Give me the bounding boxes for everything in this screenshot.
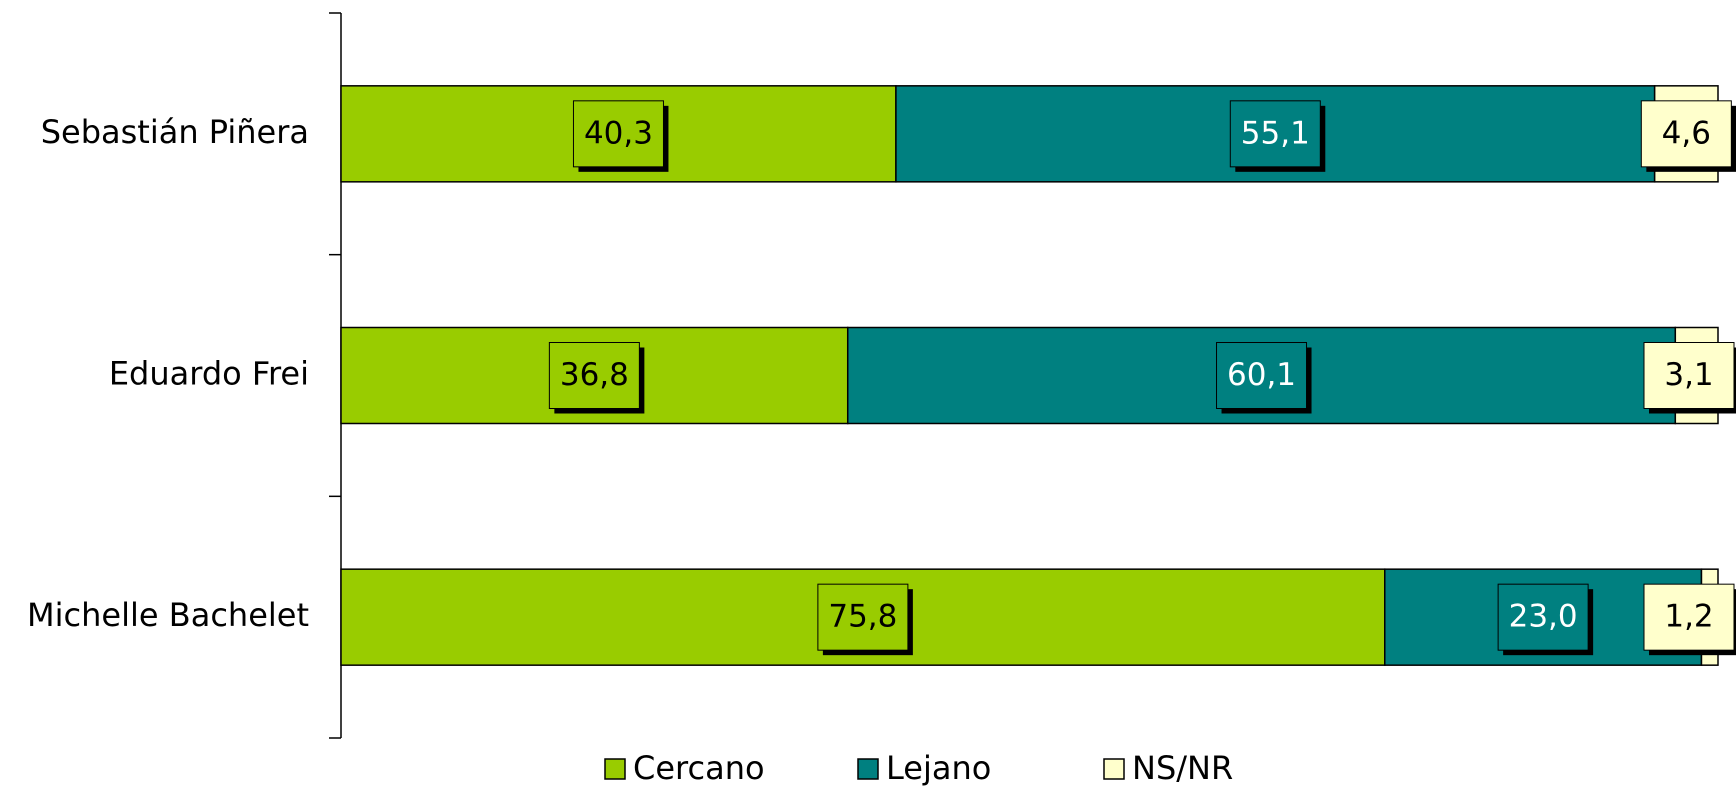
category-label: Sebastián Piñera: [41, 113, 309, 151]
label-box: [1229, 100, 1321, 168]
category-label: Michelle Bachelet: [27, 596, 309, 634]
label-box: [1497, 583, 1589, 651]
value-label: 23,0: [1509, 599, 1578, 635]
label-box: [1643, 342, 1735, 409]
value-label: 40,3: [584, 115, 653, 151]
value-label: 75,8: [828, 599, 897, 635]
category-label: Eduardo Frei: [109, 355, 309, 393]
value-label: 55,1: [1241, 115, 1310, 151]
legend-swatch: [1103, 758, 1125, 780]
legend-label: NS/NR: [1132, 749, 1233, 787]
legend-label: Lejano: [886, 749, 991, 787]
legend-swatch: [857, 758, 879, 780]
label-box: [1643, 583, 1735, 651]
value-label: 3,1: [1664, 357, 1713, 393]
value-label: 36,8: [560, 357, 629, 393]
value-label: 4,6: [1662, 115, 1711, 151]
label-box: [817, 583, 909, 651]
legend-label: Cercano: [633, 749, 765, 787]
value-label: 60,1: [1227, 357, 1296, 393]
label-box: [1640, 100, 1732, 168]
label-box: [572, 100, 664, 168]
label-box: [1216, 342, 1308, 409]
label-box: [548, 342, 640, 409]
value-label: 1,2: [1664, 599, 1713, 635]
legend-swatch: [604, 758, 626, 780]
